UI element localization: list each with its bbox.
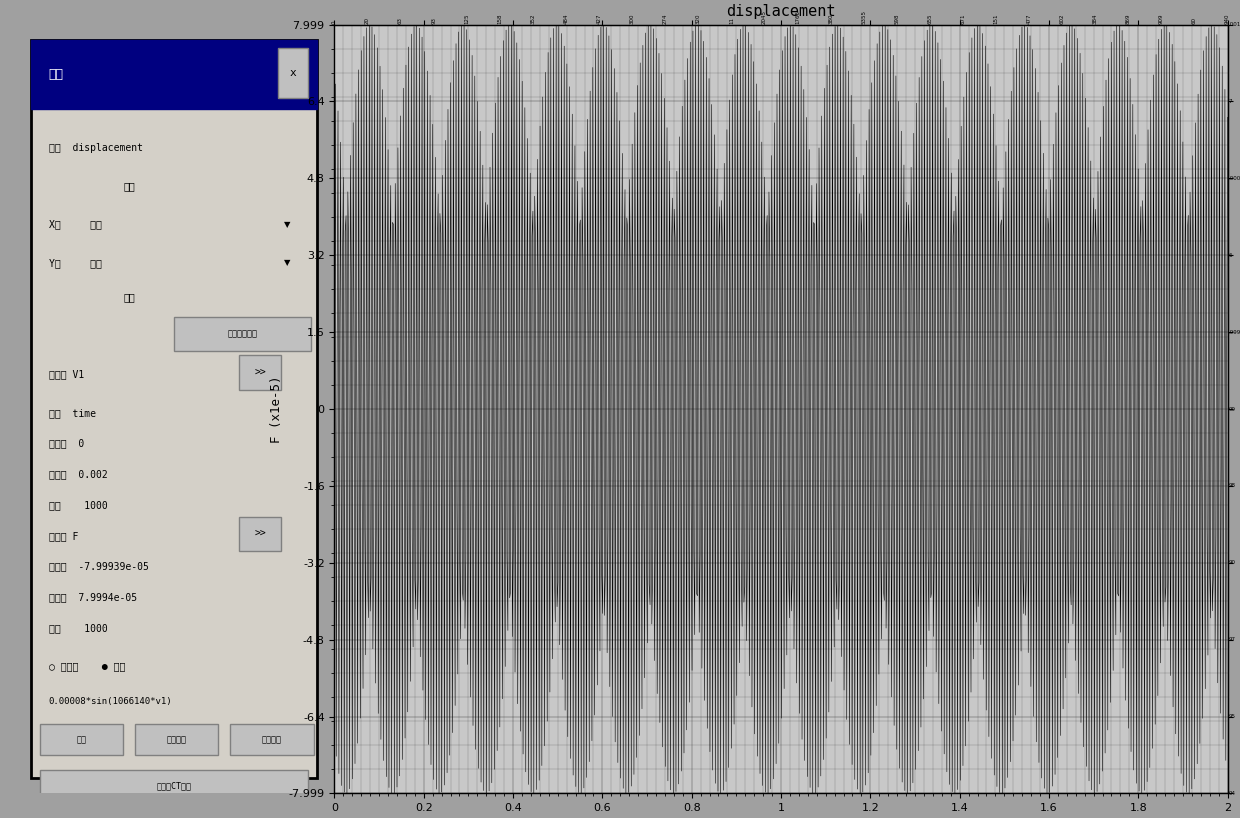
Text: 步数    1000: 步数 1000	[48, 500, 108, 510]
Text: ▼: ▼	[284, 220, 290, 229]
Text: ▼: ▼	[284, 258, 290, 267]
Text: 输入: 输入	[77, 735, 87, 744]
FancyBboxPatch shape	[239, 517, 280, 551]
Text: 63: 63	[398, 17, 403, 24]
Text: 97: 97	[1229, 637, 1235, 642]
Text: 352: 352	[531, 13, 536, 24]
Text: 0: 0	[332, 20, 337, 24]
FancyBboxPatch shape	[174, 317, 310, 352]
Text: Y轴     线性: Y轴 线性	[48, 258, 102, 268]
Text: 909: 909	[1159, 13, 1164, 24]
Text: 最小值  0: 最小值 0	[48, 438, 84, 448]
Text: 绘未完整曲线: 绘未完整曲线	[227, 330, 257, 339]
Text: 477: 477	[1027, 13, 1032, 24]
Text: 869: 869	[1126, 13, 1131, 24]
Text: 598: 598	[894, 13, 899, 24]
Text: 90: 90	[1229, 560, 1235, 565]
Text: 98: 98	[1229, 483, 1235, 488]
FancyBboxPatch shape	[31, 40, 316, 778]
Text: 11: 11	[729, 17, 734, 24]
FancyBboxPatch shape	[239, 355, 280, 390]
Text: 151: 151	[993, 13, 998, 24]
Text: 602: 602	[1060, 13, 1065, 24]
Text: 名称  displacement: 名称 displacement	[48, 142, 143, 153]
Text: 93: 93	[432, 17, 436, 24]
Text: 最小值  -7.99939e-05: 最小值 -7.99939e-05	[48, 562, 149, 572]
FancyBboxPatch shape	[40, 771, 308, 801]
Text: x: x	[289, 68, 296, 78]
Text: 158: 158	[497, 13, 502, 24]
Text: 300: 300	[630, 13, 635, 24]
FancyBboxPatch shape	[135, 724, 218, 755]
Text: 表格: 表格	[48, 68, 63, 81]
Y-axis label: F (x1e-5): F (x1e-5)	[270, 375, 283, 443]
Text: 变量: 变量	[123, 293, 135, 303]
Text: .999: .999	[1229, 330, 1240, 335]
Text: 20: 20	[365, 17, 370, 24]
Text: 0.00008*sin(1066140*v1): 0.00008*sin(1066140*v1)	[48, 697, 172, 706]
Text: 1765: 1765	[795, 10, 800, 24]
Text: 380: 380	[828, 13, 833, 24]
Text: 484: 484	[563, 13, 568, 24]
Text: 自变量 V1: 自变量 V1	[48, 370, 84, 380]
Text: 2045: 2045	[761, 10, 768, 24]
Text: 编放: 编放	[123, 181, 135, 191]
Text: 最大值  0.002: 最大值 0.002	[48, 470, 108, 479]
Text: 655: 655	[928, 13, 932, 24]
Text: 6: 6	[1229, 253, 1233, 258]
Text: 99: 99	[1229, 407, 1235, 411]
Text: X轴     线性: X轴 线性	[48, 219, 102, 230]
Text: 320: 320	[696, 13, 701, 24]
Title: displacement: displacement	[727, 4, 836, 19]
Text: 函数值 F: 函数值 F	[48, 531, 78, 541]
Text: 最大值  7.9994e-05: 最大值 7.9994e-05	[48, 592, 136, 602]
Text: >>: >>	[254, 529, 265, 539]
Text: ○ 数据点    ● 公式: ○ 数据点 ● 公式	[48, 662, 125, 672]
Text: 步数    1000: 步数 1000	[48, 623, 108, 633]
FancyBboxPatch shape	[40, 724, 123, 755]
Text: 274: 274	[662, 13, 667, 24]
FancyBboxPatch shape	[278, 47, 308, 97]
Text: 重新评估: 重新评估	[166, 735, 187, 744]
FancyBboxPatch shape	[40, 816, 308, 818]
Text: 类型  time: 类型 time	[48, 408, 95, 418]
Text: 940: 940	[1225, 13, 1230, 24]
Text: 671: 671	[961, 13, 966, 24]
Text: 60: 60	[1192, 17, 1197, 24]
Text: 拷贝到CT曲线: 拷贝到CT曲线	[156, 781, 191, 790]
FancyBboxPatch shape	[231, 724, 314, 755]
Text: .000: .000	[1229, 176, 1240, 181]
Text: >>: >>	[254, 367, 265, 377]
FancyBboxPatch shape	[31, 40, 316, 109]
Text: 384: 384	[1092, 13, 1097, 24]
Text: 95: 95	[1229, 714, 1235, 719]
Text: 427: 427	[596, 13, 601, 24]
Text: 清除公式: 清除公式	[262, 735, 281, 744]
Text: .001: .001	[1229, 22, 1240, 27]
Text: 7: 7	[1229, 99, 1233, 104]
Text: 125: 125	[464, 13, 469, 24]
Text: 5355: 5355	[862, 10, 867, 24]
Text: 94: 94	[1229, 791, 1235, 796]
